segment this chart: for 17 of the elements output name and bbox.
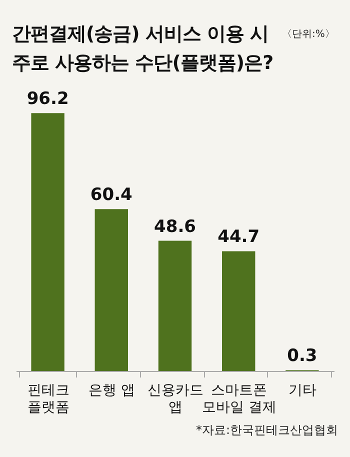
data-label: 60.4 [90, 185, 133, 206]
bar [31, 113, 64, 371]
data-label: 44.7 [218, 227, 260, 248]
data-label: 96.2 [26, 89, 69, 110]
bar [158, 240, 192, 371]
data-label: 48.6 [154, 216, 196, 237]
bar [94, 209, 128, 371]
chart-subtitle: 〈단위:%〉 [282, 28, 335, 41]
chart-title: 간편결제(송금) 서비스 이용 시 주로 사용하는 수단(플랫폼)은? [12, 23, 274, 74]
data-label: 0.3 [287, 346, 318, 366]
x-tick-label: 핀테크 플랫폼 [27, 382, 70, 416]
x-tick-label: 기타 [288, 382, 317, 398]
x-tick-label: 스마트폰 모바일 결제 [202, 382, 276, 416]
x-tick-label: 신용카드 앱 [148, 382, 204, 416]
bar [222, 251, 256, 371]
x-tick-label: 은행 앱 [88, 382, 136, 398]
text: *자료:한국핀테크산업협회 [196, 422, 338, 439]
